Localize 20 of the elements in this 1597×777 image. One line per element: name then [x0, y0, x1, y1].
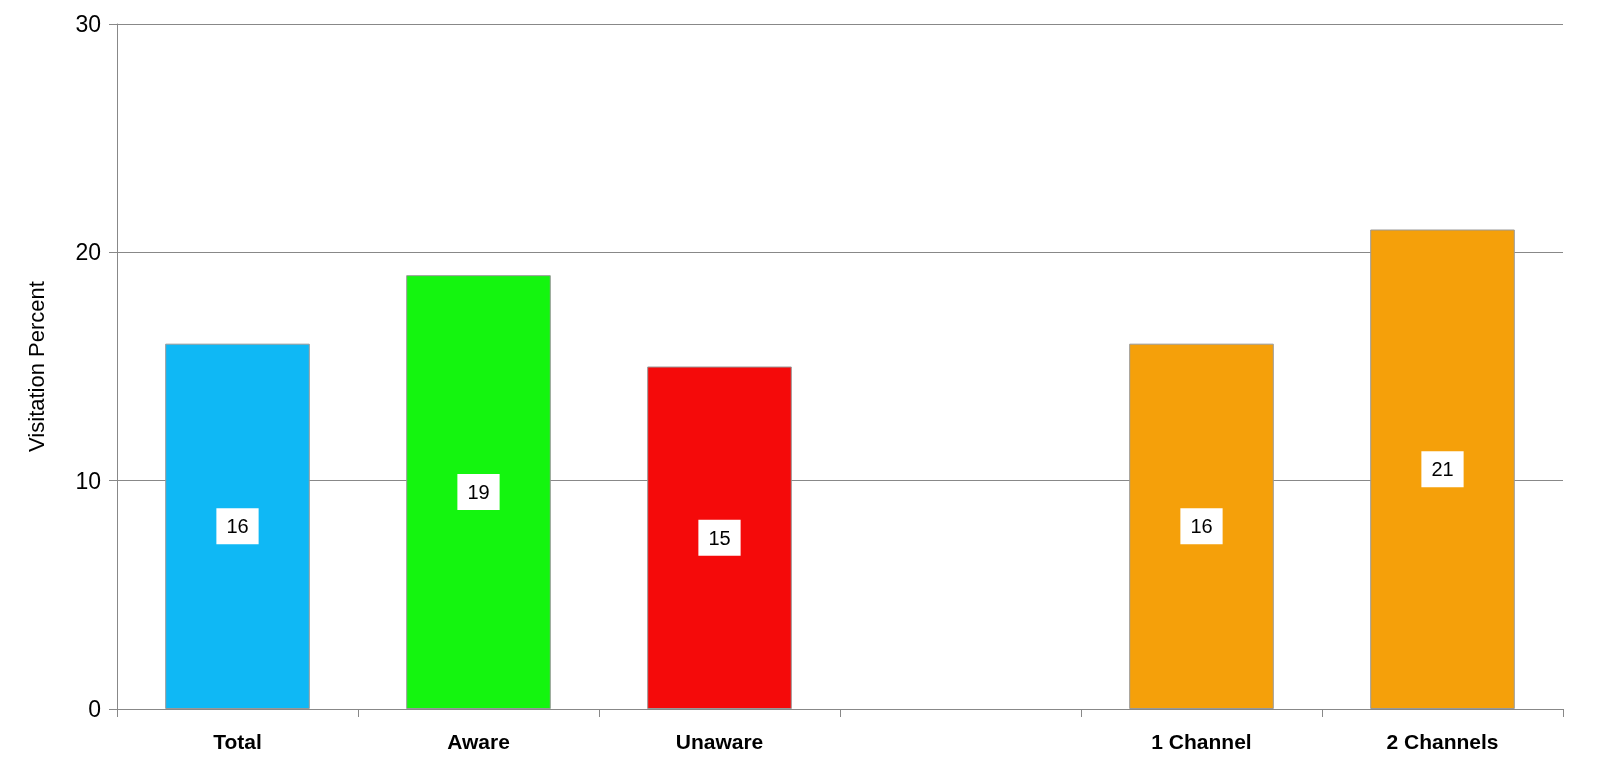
bar: [1370, 229, 1515, 709]
bar: [165, 343, 310, 709]
data-label: 15: [708, 526, 731, 549]
data-label: 16: [1190, 515, 1213, 538]
x-tick-label: Total: [213, 730, 262, 753]
y-tick-label: 30: [75, 11, 101, 37]
x-tick-label: 2 Channels: [1386, 730, 1499, 753]
bar: [1129, 343, 1274, 709]
bar: [406, 275, 551, 709]
y-tick-label: 10: [75, 467, 101, 494]
y-tick-label: 20: [75, 239, 101, 266]
data-label: 21: [1431, 458, 1454, 481]
y-axis-title: Visitation Percent: [23, 281, 49, 452]
y-tick-label: 0: [88, 696, 101, 722]
bar: [647, 366, 792, 709]
x-tick-label: Aware: [447, 730, 510, 753]
x-tick-label: Unaware: [675, 730, 764, 753]
x-tick-label: 1 Channel: [1151, 730, 1252, 753]
data-label: 19: [467, 481, 490, 504]
data-label: 16: [226, 515, 249, 538]
